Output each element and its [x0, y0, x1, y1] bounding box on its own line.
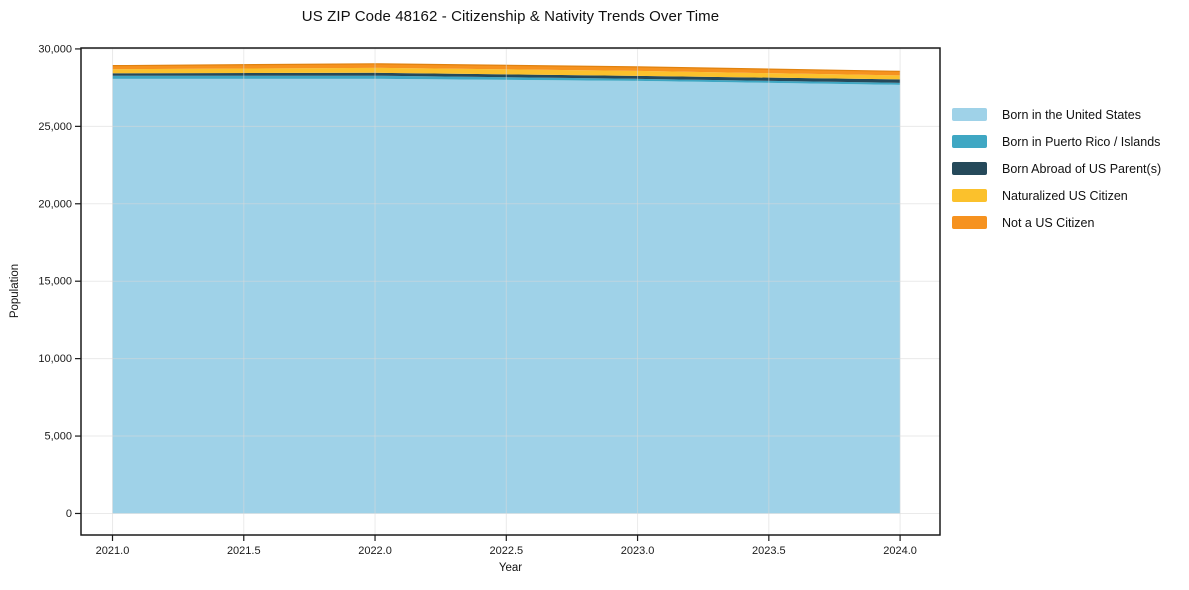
x-axis-label: Year [498, 562, 523, 574]
y-tick-label: 30,000 [38, 43, 72, 55]
y-tick-label: 5,000 [44, 431, 72, 443]
tick-marks [75, 48, 901, 541]
y-tick-label: 25,000 [38, 121, 72, 133]
x-tick-label: 2022.5 [489, 545, 523, 557]
x-tick-label: 2023.0 [621, 545, 655, 557]
legend-swatch-icon [952, 162, 987, 175]
y-tick-label: 0 [66, 508, 72, 520]
legend-item-born-in-the-united-states: Born in the United States [952, 101, 1161, 128]
area-series-born-abroad-of-us-parent-s [112, 72, 901, 83]
legend-swatch-icon [952, 108, 987, 121]
legend-item-not-a-us-citizen: Not a US Citizen [952, 209, 1161, 236]
y-tick-label: 10,000 [38, 353, 72, 365]
legend-item-born-in-puerto-rico-islands: Born in Puerto Rico / Islands [952, 128, 1161, 155]
x-tick-label: 2024.0 [883, 545, 917, 557]
area-series-born-in-puerto-rico-islands [112, 75, 901, 85]
legend-swatch-icon [952, 135, 987, 148]
x-tick-label: 2022.0 [358, 545, 392, 557]
chart-legend: Born in the United States Born in Puerto … [952, 101, 1161, 236]
legend-item-born-abroad-of-us-parent-s: Born Abroad of US Parent(s) [952, 155, 1161, 182]
y-tick-label: 15,000 [38, 276, 72, 288]
legend-label: Born Abroad of US Parent(s) [1002, 161, 1162, 176]
gridlines [81, 48, 940, 535]
plot-border [80, 47, 941, 536]
legend-label: Born in the United States [1002, 107, 1141, 122]
legend-swatch-icon [952, 189, 987, 202]
x-tick-labels: 2021.0 2021.5 2022.0 2022.5 2023.0 2023.5 2024… [96, 545, 917, 557]
legend-label: Naturalized US Citizen [1002, 188, 1128, 203]
y-tick-labels: 0 5,000 10,000 15,000 20,000 25,000 30,000 [38, 43, 72, 520]
legend-swatch-icon [952, 216, 987, 229]
x-tick-label: 2021.5 [227, 545, 261, 557]
legend-item-naturalized-us-citizen: Naturalized US Citizen [952, 182, 1161, 209]
legend-label: Not a US Citizen [1002, 215, 1095, 230]
y-axis-label: Population [9, 263, 21, 319]
y-tick-label: 20,000 [38, 198, 72, 210]
x-tick-label: 2021.0 [96, 545, 130, 557]
x-tick-label: 2023.5 [752, 545, 786, 557]
chart-title: US ZIP Code 48162 - Citizenship & Nativi… [301, 8, 720, 25]
legend-label: Born in Puerto Rico / Islands [1002, 134, 1161, 149]
area-series-not-a-us-citizen [112, 63, 901, 76]
